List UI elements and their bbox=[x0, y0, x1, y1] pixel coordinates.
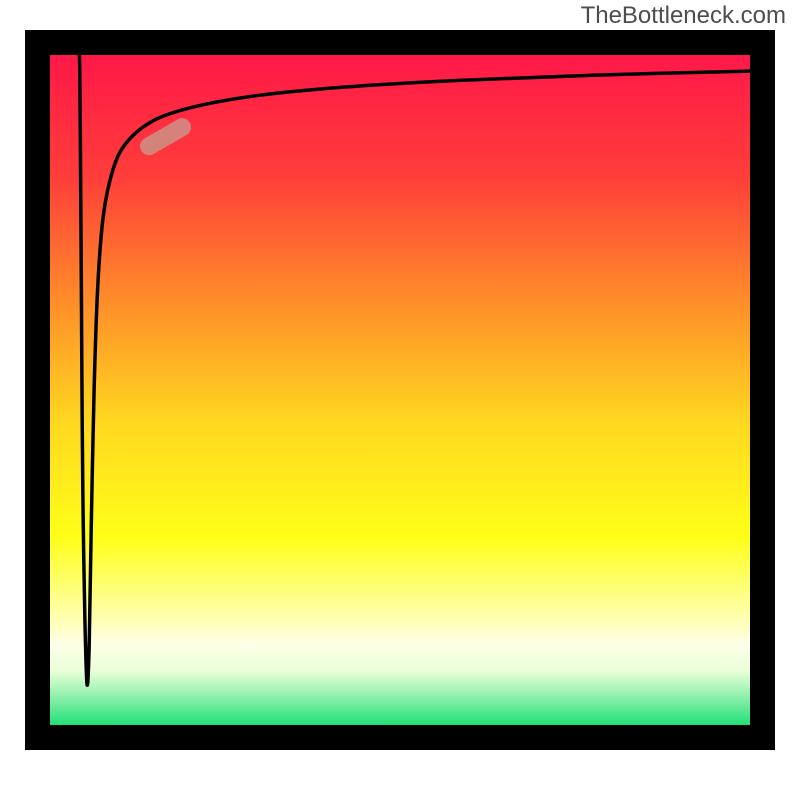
chart-stage: TheBottleneck.com bbox=[0, 0, 800, 800]
gradient-background bbox=[50, 55, 750, 725]
chart-svg bbox=[0, 0, 800, 800]
